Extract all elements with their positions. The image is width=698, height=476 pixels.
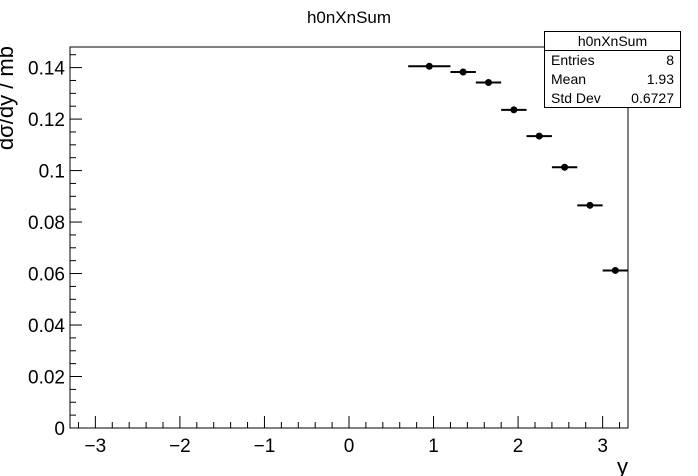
y-tick-label: 0.08 [28, 213, 65, 234]
stats-label: Entries [551, 52, 595, 68]
y-tick-label: 0.04 [28, 316, 65, 337]
data-point [561, 163, 569, 171]
y-tick-label: 0.12 [28, 110, 65, 131]
stats-row-stddev: Std Dev 0.6727 [545, 89, 680, 108]
data-point [535, 132, 543, 140]
y-tick-label: 0.02 [28, 368, 65, 389]
chart-title: h0nXnSum [307, 8, 391, 27]
y-tick-label: 0.1 [39, 162, 65, 183]
y-tick-label: 0.06 [28, 265, 65, 286]
data-point [586, 201, 594, 209]
x-tick-label: 3 [597, 436, 608, 457]
stats-title: h0nXnSum [545, 32, 680, 51]
data-point [510, 106, 518, 114]
x-tick-label: 1 [428, 436, 439, 457]
data-point [611, 266, 619, 274]
stats-value: 8 [666, 52, 674, 68]
stats-row-entries: Entries 8 [545, 51, 680, 70]
x-tick-label: −2 [169, 436, 191, 457]
stats-label: Std Dev [551, 90, 601, 106]
x-tick-label: −1 [254, 436, 276, 457]
data-points [408, 62, 628, 274]
x-tick-label: −3 [85, 436, 107, 457]
stats-value: 1.93 [646, 71, 674, 87]
stats-label: Mean [551, 71, 587, 87]
x-axis-label: y [617, 454, 628, 476]
x-tick-label: 0 [344, 436, 355, 457]
data-point [425, 62, 433, 70]
y-tick-label: 0 [54, 419, 65, 440]
stats-value: 0.6727 [631, 90, 674, 106]
y-tick-label: 0.14 [28, 59, 65, 80]
y-axis-label: dσ/dy / mb [0, 46, 18, 150]
data-point [485, 79, 492, 87]
x-tick-label: 2 [513, 436, 524, 457]
plot-axes: −3 −2 −1 0 1 2 3 0 0.02 0.04 0.06 0.08 0.1 0.12 0.14 [28, 46, 629, 457]
stats-row-mean: Mean 1.93 [545, 70, 680, 89]
data-point [459, 68, 467, 76]
stats-box: h0nXnSum Entries 8 Mean 1.93 Std Dev 0.6… [544, 31, 681, 108]
